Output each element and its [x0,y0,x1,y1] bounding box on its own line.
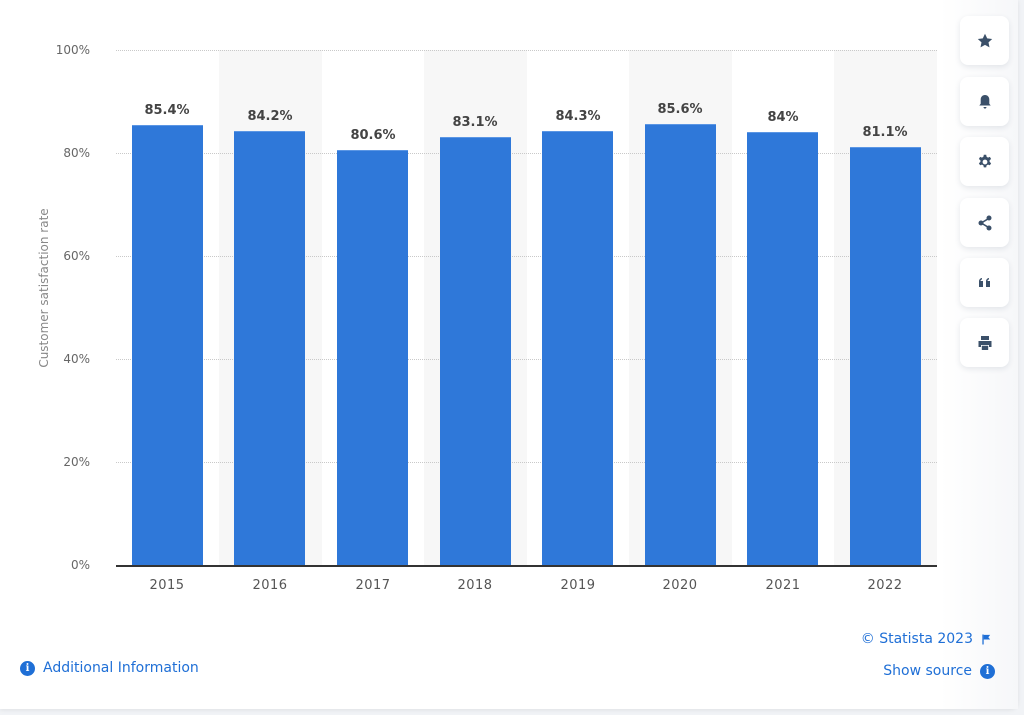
info-icon: i [20,660,35,676]
value-label-2020: 85.6% [657,102,703,117]
value-label-2019: 84.3% [555,109,601,124]
value-label-2018: 83.1% [452,115,498,130]
bar-2016[interactable] [234,131,305,565]
print-icon [978,335,991,350]
bar-2017[interactable] [337,150,408,565]
statista-copyright-link[interactable]: © Statista 2023 [861,631,992,647]
notification-button[interactable] [960,77,1009,126]
x-tick-2016: 2016 [252,578,288,593]
x-tick-2021: 2021 [765,578,801,593]
value-label-2022: 81.1% [862,125,908,140]
y-tick-60: 60% [63,249,90,263]
y-tick-40: 40% [63,352,90,366]
x-tick-2018: 2018 [457,578,493,593]
gear-icon [978,154,991,167]
value-label-2021: 84% [767,110,799,125]
value-label-2016: 84.2% [247,109,293,124]
y-tick-0: 0% [70,558,90,572]
y-axis-label: Customer satisfaction rate [37,208,51,368]
y-tick-80: 80% [63,146,90,160]
gridline-80 [116,153,937,154]
x-tick-2022: 2022 [867,578,903,593]
bar-2019[interactable] [542,131,613,565]
gridline-100 [116,50,937,51]
bar-2022[interactable] [850,147,921,565]
show-source-label: Show source [883,663,972,679]
additional-information-label: Additional Information [43,660,199,676]
info-icon: i [980,663,995,679]
star-icon [977,33,992,47]
y-tick-100: 100% [55,43,90,57]
bar-2020[interactable] [645,124,716,565]
value-label-2017: 80.6% [350,128,396,143]
print-button[interactable] [960,318,1009,367]
gridline-40 [116,359,937,360]
x-tick-2019: 2019 [560,578,596,593]
value-label-2015: 85.4% [144,103,190,118]
favorite-button[interactable] [960,16,1009,65]
settings-button[interactable] [960,137,1009,186]
gridline-60 [116,256,937,257]
bar-2015[interactable] [132,125,203,565]
quote-icon [978,277,990,287]
bell-icon [978,94,991,109]
share-button[interactable] [960,198,1009,247]
copyright-label: © Statista 2023 [860,631,973,647]
x-tick-2017: 2017 [355,578,391,593]
x-axis-line [116,565,937,567]
bar-2021[interactable] [747,132,818,565]
bar-2018[interactable] [440,137,511,565]
flag-icon [982,633,991,645]
x-tick-2015: 2015 [149,578,185,593]
share-icon [978,215,991,230]
gridline-20 [116,462,937,463]
cite-button[interactable] [960,258,1009,307]
additional-information-link[interactable]: i Additional Information [20,660,199,676]
x-tick-2020: 2020 [662,578,698,593]
show-source-link[interactable]: Show source i [883,663,995,679]
y-tick-20: 20% [63,455,90,469]
